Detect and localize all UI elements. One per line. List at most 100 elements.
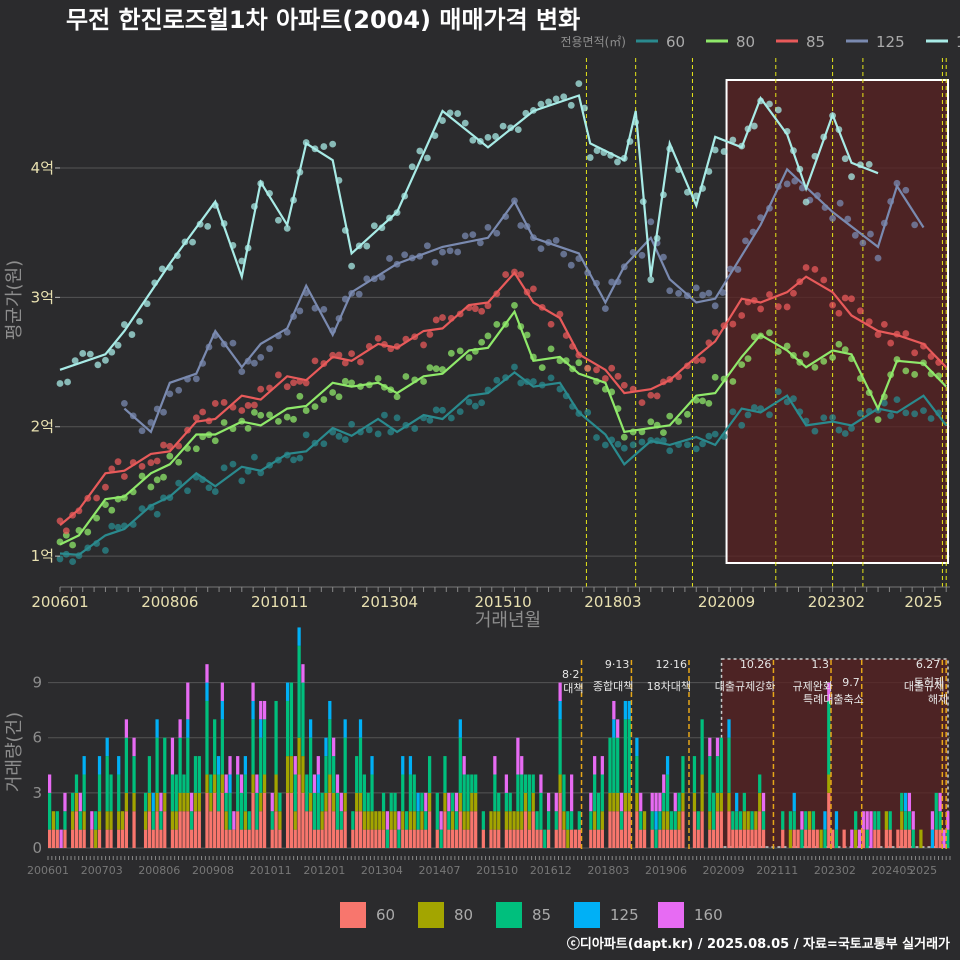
data-point-125 — [560, 250, 568, 258]
bar-60 — [424, 829, 428, 848]
data-point-80 — [666, 412, 674, 420]
bar-60 — [343, 811, 347, 848]
bar-60 — [105, 829, 109, 848]
data-point-125 — [257, 354, 265, 361]
bar-60 — [332, 811, 336, 848]
bar-125 — [358, 719, 363, 738]
data-point-85 — [880, 320, 888, 328]
bar-80 — [635, 792, 639, 812]
event-label-sub: 규제완화 — [793, 680, 833, 693]
data-point-85 — [911, 349, 919, 357]
bar-160 — [639, 792, 643, 812]
data-point-85 — [62, 527, 70, 535]
bar-160 — [589, 792, 593, 812]
bar-60 — [677, 829, 681, 848]
bar-80 — [301, 756, 305, 793]
bar-60 — [151, 829, 155, 848]
legend-label-160: 160 — [694, 906, 723, 924]
bar-85 — [420, 792, 424, 812]
volume-bars — [48, 627, 950, 848]
bar-60 — [746, 829, 750, 848]
bar-60 — [55, 829, 59, 848]
bar-125 — [316, 774, 320, 793]
legend-label-85: 85 — [532, 906, 551, 924]
bar-80 — [715, 792, 720, 812]
bar-125 — [727, 719, 731, 738]
bar-85 — [761, 811, 766, 830]
bottom-x-tick-label: 202009 — [703, 864, 745, 877]
data-point-80 — [750, 333, 758, 341]
bar-60 — [761, 829, 766, 848]
data-point-80 — [774, 348, 782, 355]
data-point-60 — [511, 363, 518, 371]
bar-85 — [451, 792, 455, 812]
bar-60 — [236, 811, 240, 848]
bar-160 — [715, 737, 720, 757]
bar-85 — [251, 719, 255, 775]
bar-80 — [274, 774, 278, 812]
data-point-125 — [138, 427, 146, 435]
bar-160 — [616, 719, 620, 738]
bar-85 — [639, 811, 643, 830]
data-point-80 — [257, 411, 265, 419]
data-point-125 — [401, 251, 409, 259]
bar-60 — [811, 829, 816, 848]
data-point-160 — [64, 378, 71, 386]
data-point-60 — [290, 456, 297, 464]
bar-85 — [366, 792, 370, 812]
bar-85 — [190, 811, 194, 830]
event-label-sub: 종합대책 — [593, 680, 633, 693]
bar-80 — [143, 811, 148, 830]
bar-60 — [124, 811, 129, 848]
bar-60 — [309, 811, 313, 848]
x-tick-label: 201803 — [584, 593, 641, 611]
bar-60 — [577, 829, 581, 848]
bar-160 — [516, 737, 520, 775]
legend-title: 전용면적(㎡) — [560, 35, 626, 49]
data-point-85 — [802, 264, 810, 271]
bar-80 — [884, 811, 888, 830]
data-point-85 — [302, 379, 310, 387]
event-label-sub: 특례대출축소 — [803, 693, 864, 706]
bar-85 — [792, 811, 796, 830]
bar-60 — [508, 829, 512, 848]
bar-160 — [293, 756, 297, 775]
data-point-125 — [120, 399, 128, 407]
data-point-160 — [567, 101, 575, 109]
data-point-60 — [348, 420, 356, 428]
bar-85 — [600, 774, 604, 812]
data-point-85 — [274, 371, 282, 379]
bar-85 — [320, 792, 324, 812]
bar-85 — [247, 811, 251, 830]
data-point-85 — [766, 291, 773, 298]
data-point-80 — [147, 483, 155, 491]
event-label-sub: 18차대책 — [647, 680, 691, 693]
bar-160 — [850, 829, 854, 848]
bar-85 — [493, 774, 497, 812]
bar-85 — [458, 737, 462, 793]
bar-80 — [259, 792, 263, 812]
bar-125 — [401, 756, 405, 775]
data-point-85 — [620, 381, 628, 389]
data-point-85 — [251, 401, 258, 409]
bar-125 — [216, 756, 221, 775]
bar-85 — [911, 829, 915, 848]
bar-80 — [193, 792, 198, 812]
bar-85 — [143, 792, 148, 812]
data-point-60 — [229, 460, 237, 468]
bar-160 — [570, 774, 574, 812]
bar-80 — [147, 792, 152, 812]
bar-60 — [884, 829, 888, 848]
bar-60 — [669, 829, 674, 848]
bar-85 — [750, 811, 754, 830]
bar-60 — [278, 829, 282, 848]
bar-60 — [738, 829, 743, 848]
data-point-125 — [829, 214, 836, 222]
data-point-85 — [244, 402, 252, 409]
bar-60 — [665, 829, 670, 848]
data-point-60 — [296, 454, 304, 462]
bar-85 — [616, 737, 620, 793]
top-x-axis: 200601 200806 201011 201304 201510 201803 2020… — [31, 586, 950, 611]
bar-160 — [907, 792, 912, 812]
bar-60 — [796, 829, 800, 848]
